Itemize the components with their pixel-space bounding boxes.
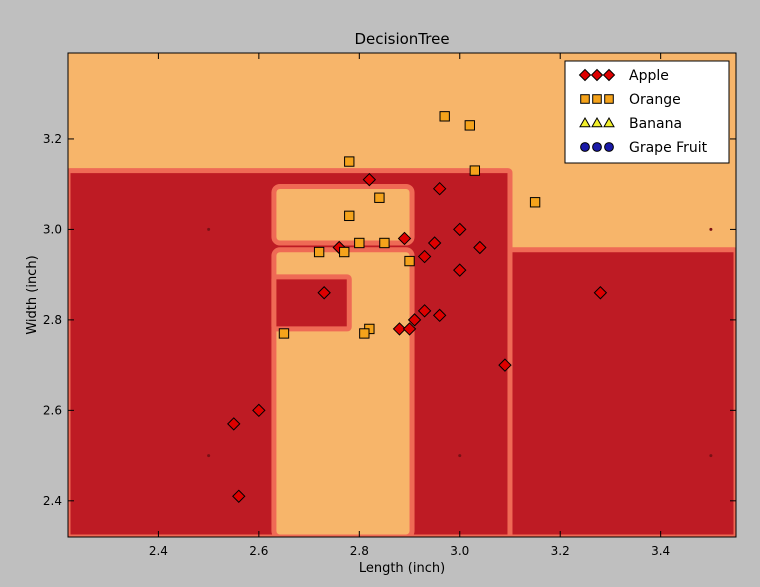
orange-point [464, 120, 475, 131]
apple-point [362, 172, 377, 187]
legend-label-apple: Apple [629, 68, 669, 84]
apple-point [392, 322, 407, 336]
axis-ticks: 2.4 2.6 2.8 3.0 3.2 3.4 2.4 2.6 2.8 3.0 3.2 [43, 53, 736, 558]
region-apple-2 [507, 247, 736, 537]
apple-point [427, 236, 442, 250]
apple-point [498, 358, 512, 372]
orange-point [339, 246, 350, 258]
x-tick-label: 2.4 [149, 544, 168, 558]
orange-point [439, 111, 450, 122]
y-tick-label: 2.6 [43, 403, 62, 417]
y-axis-label: Width (inch) [25, 255, 40, 334]
y-tick-label: 2.4 [43, 494, 62, 508]
grid-dot [709, 227, 713, 231]
x-tick-label: 3.2 [551, 544, 570, 558]
orange-point [404, 255, 415, 267]
apple-point [417, 249, 432, 264]
plot-frame [67, 52, 737, 538]
apple-point [417, 304, 432, 318]
apple-point [473, 240, 487, 255]
orange-point [379, 237, 390, 249]
apple-point [453, 222, 467, 237]
apple-point [317, 286, 331, 300]
legend-marker-banana [579, 116, 591, 128]
apple-point [593, 286, 608, 300]
y-tick-label: 3.2 [43, 132, 62, 146]
legend-marker-grape-fruit [604, 142, 614, 152]
apple-point [432, 181, 447, 196]
legend-label-orange: Orange [629, 92, 681, 108]
x-tick-label: 3.0 [450, 544, 469, 558]
orange-point [313, 246, 325, 258]
orange-point [344, 210, 355, 222]
apple-point [432, 308, 447, 323]
legend-marker-apple [590, 68, 604, 82]
orange-point [344, 156, 355, 167]
apple-point [232, 489, 246, 503]
orange-point [529, 197, 541, 208]
legend-label-grape-fruit: Grape Fruit [629, 140, 708, 156]
grid-dot [207, 454, 211, 458]
grid-dot [458, 454, 462, 458]
y-tick-label: 3.0 [43, 222, 62, 236]
legend-marker-grape-fruit [592, 142, 602, 152]
apple-point [397, 231, 412, 246]
legend-label-banana: Banana [629, 116, 682, 132]
orange-point [374, 192, 385, 203]
data-points [227, 111, 608, 503]
x-axis-label: Length (inch) [359, 561, 445, 576]
legend-marker-apple [602, 68, 616, 82]
legend-marker-orange [580, 94, 590, 104]
x-tick-label: 2.8 [350, 544, 369, 558]
orange-point [278, 328, 290, 339]
apple-point [407, 313, 422, 327]
orange-point [354, 237, 365, 249]
y-tick-label: 2.8 [43, 313, 62, 327]
x-tick-label: 3.4 [651, 544, 670, 558]
apple-point [252, 403, 266, 418]
region-apple-5 [271, 274, 352, 332]
orange-point [359, 328, 370, 339]
chart-title: DecisionTree [354, 30, 449, 48]
legend-marker-apple [578, 68, 592, 82]
legend-marker-orange [592, 94, 602, 104]
legend: Apple Orange Banana Grape Fruit [564, 60, 730, 164]
grid-dot [207, 227, 211, 231]
x-tick-label: 2.6 [249, 544, 268, 558]
legend-marker-banana [603, 116, 615, 128]
legend-marker-banana [591, 116, 603, 128]
apple-point [227, 417, 241, 431]
orange-point [469, 165, 481, 176]
legend-marker-grape-fruit [580, 142, 590, 152]
grid-dot [709, 454, 713, 458]
apple-point [453, 263, 467, 277]
legend-marker-orange [604, 94, 614, 104]
apple-point [402, 322, 417, 336]
region-orange-4 [271, 183, 415, 246]
